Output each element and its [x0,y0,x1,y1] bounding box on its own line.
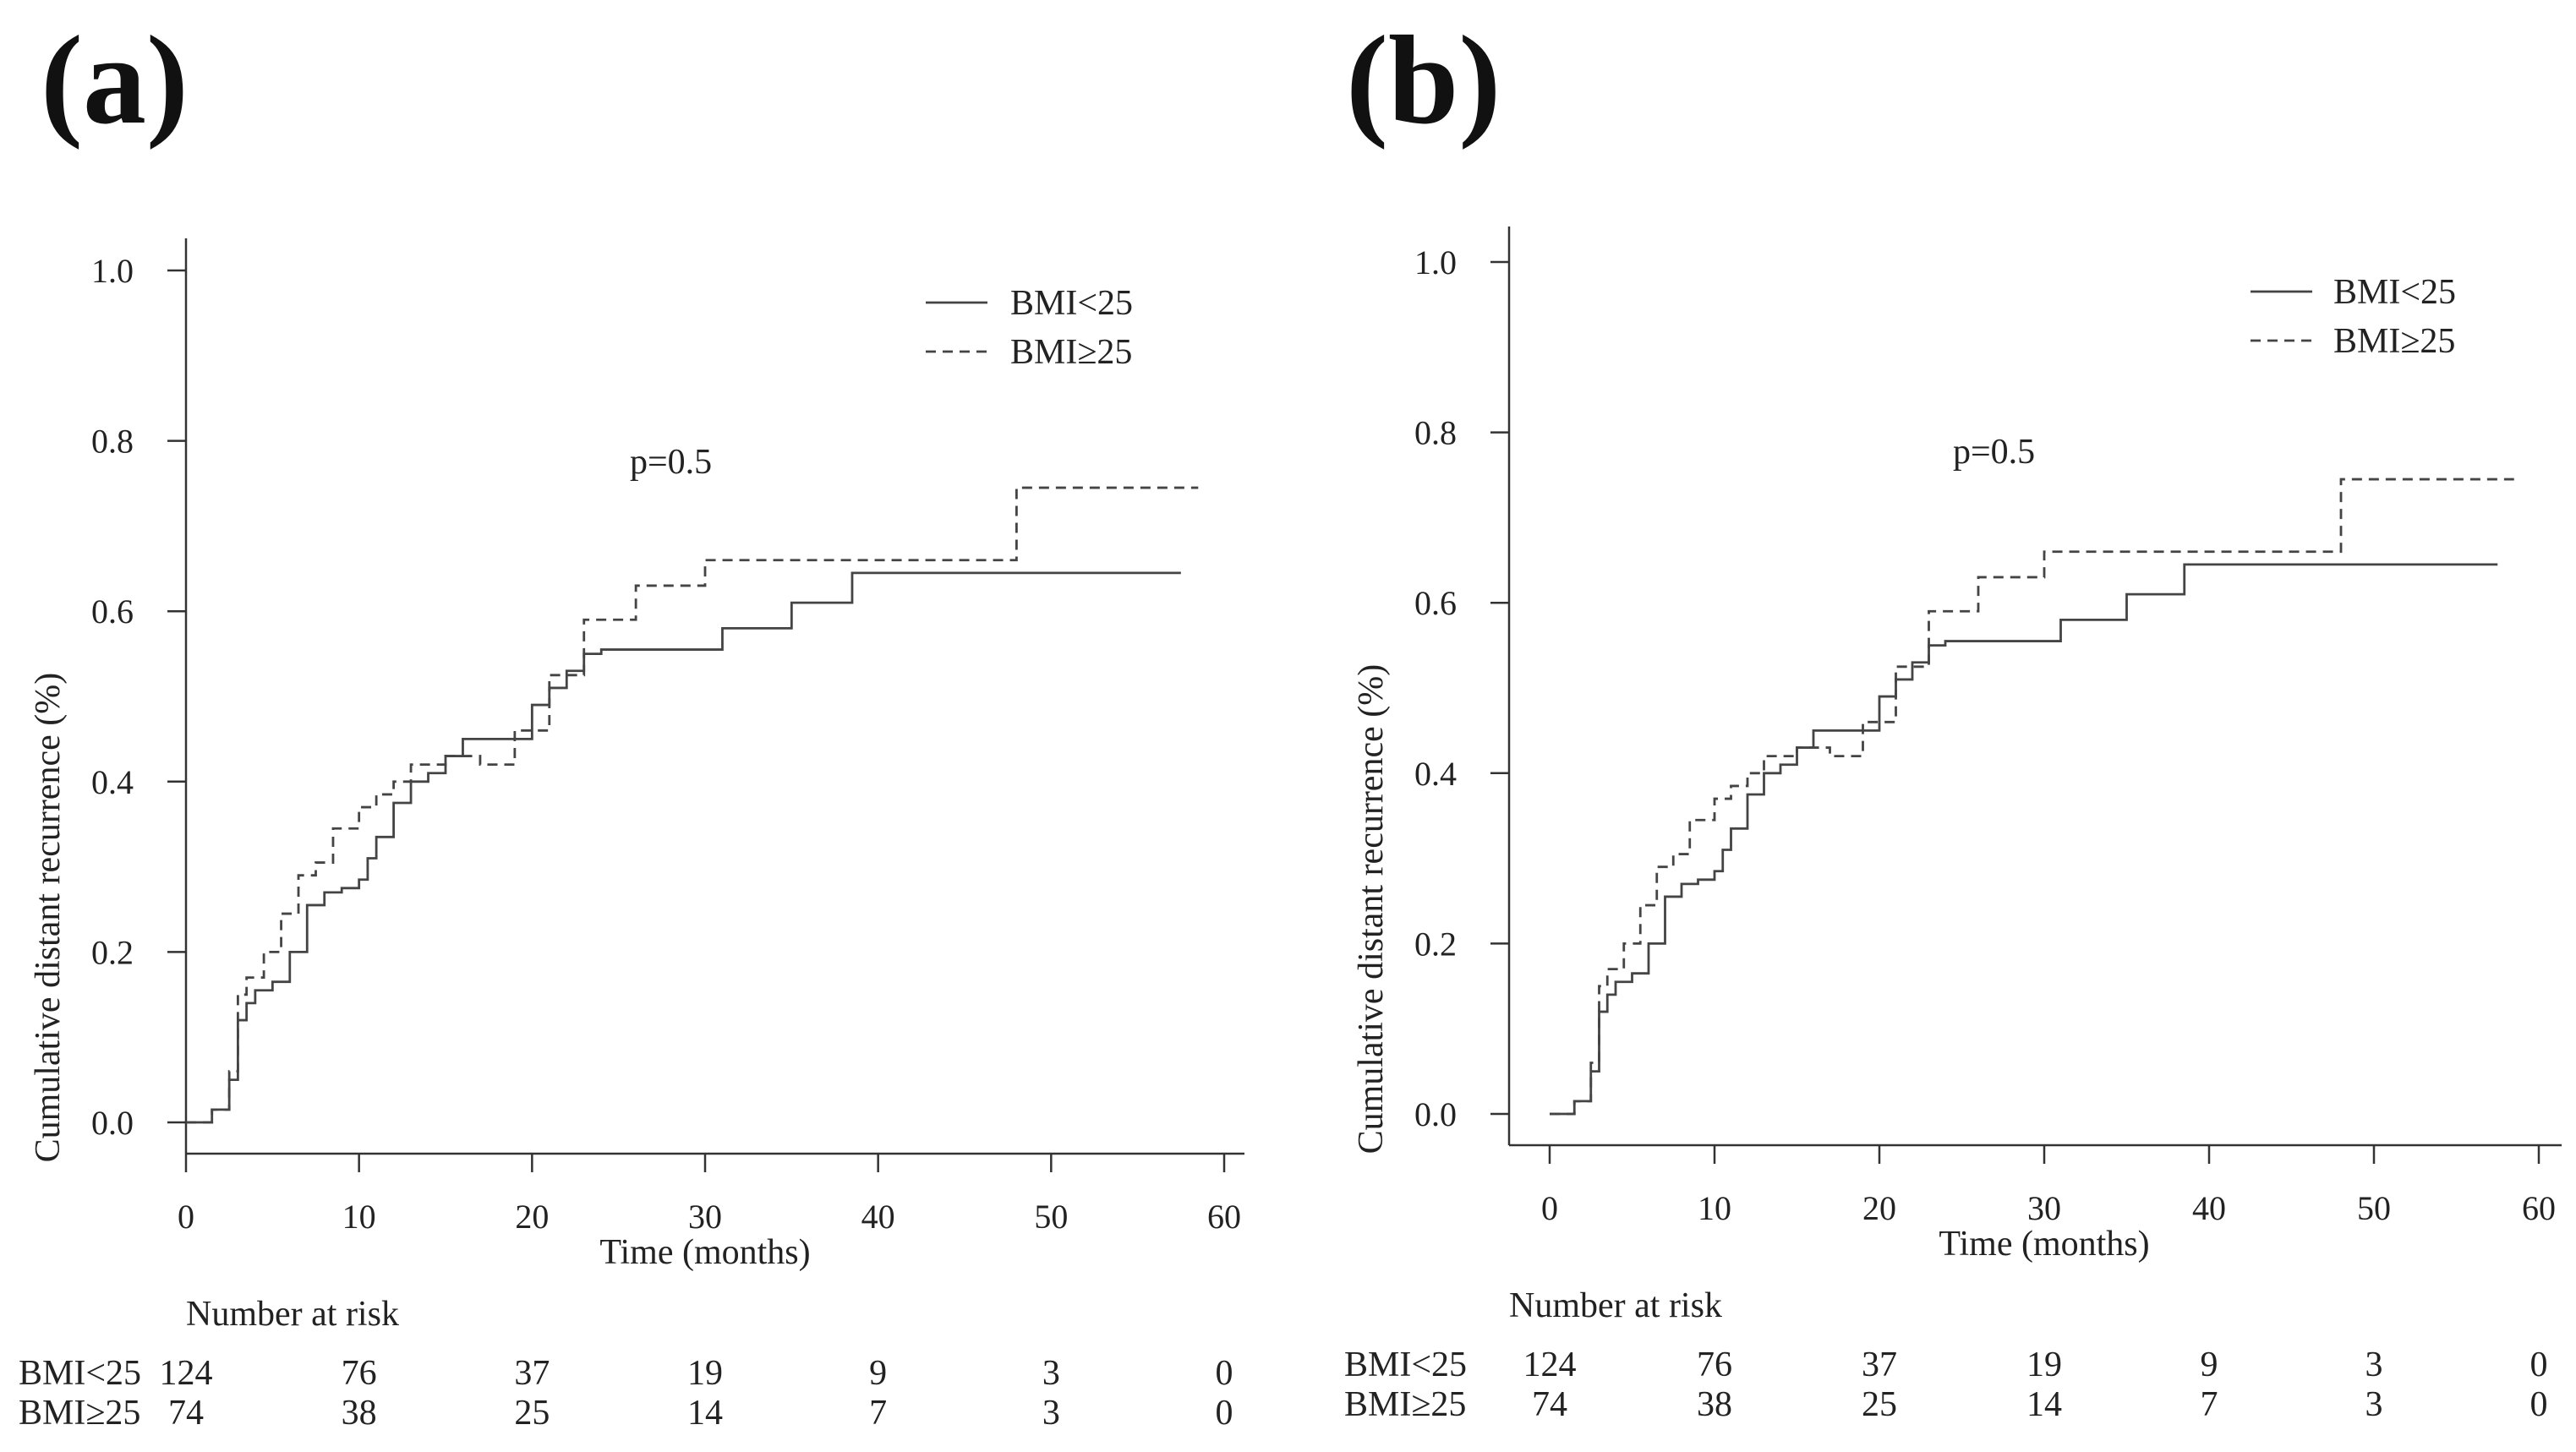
risk-cell: 3 [2365,1385,2383,1424]
risk-row-label: BMI<25 [19,1354,141,1393]
legend-label: BMI<25 [2333,273,2456,312]
risk-cell: 74 [168,1394,204,1433]
risk-row-label: BMI≥25 [1344,1385,1466,1424]
x-tick-label: 50 [2357,1189,2391,1227]
risk-cell: 76 [342,1354,377,1393]
y-tick-label: 0.8 [1414,414,1457,452]
x-tick-label: 10 [1698,1189,1731,1227]
risk-cell: 14 [2026,1385,2062,1424]
p-value-annotation: p=0.5 [630,443,712,482]
x-tick-label: 30 [688,1198,722,1236]
y-axis-title: Cumulative distant recurrence (%) [29,673,68,1163]
y-tick-label: 0.4 [91,763,134,801]
x-tick-label: 30 [2027,1189,2061,1227]
legend-label: BMI<25 [1010,284,1133,323]
risk-cell: 14 [687,1394,723,1433]
risk-cell: 37 [514,1354,550,1393]
km-curve-bmi-25-or-over [186,486,1199,1124]
x-axis-title: Time (months) [1939,1225,2149,1264]
risk-cell: 76 [1697,1346,1732,1384]
x-tick-label: 10 [342,1198,376,1236]
x-tick-label: 40 [861,1198,895,1236]
x-tick-label: 60 [1207,1198,1241,1236]
x-tick-label: 0 [1541,1189,1558,1227]
legend-label: BMI≥25 [1010,333,1132,372]
risk-cell: 0 [2530,1385,2548,1424]
km-curve-bmi-under-25 [186,571,1181,1124]
x-axis-title: Time (months) [599,1233,810,1272]
risk-table-title: Number at risk [1509,1286,1722,1325]
x-tick-label: 20 [515,1198,549,1236]
risk-cell: 3 [1042,1394,1060,1433]
risk-row-label: BMI≥25 [19,1394,140,1433]
risk-table-title: Number at risk [186,1295,399,1334]
risk-cell: 74 [1532,1385,1567,1424]
y-axis-title: Cumulative distant recurrence (%) [1352,664,1391,1155]
y-tick-label: 1.0 [91,252,134,290]
legend: BMI<25 BMI≥25 [2251,273,2456,361]
y-tick-label: 1.0 [1414,243,1457,281]
x-tick-label: 50 [1034,1198,1068,1236]
panel-label: (a) [41,10,189,150]
risk-cell: 124 [160,1354,213,1393]
y-tick-label: 0.4 [1414,755,1457,793]
p-value-annotation: p=0.5 [1953,433,2035,472]
y-tick-label: 0.0 [1414,1095,1457,1133]
risk-cell: 9 [2201,1346,2218,1384]
risk-cell: 7 [869,1394,887,1433]
risk-cell: 37 [1862,1346,1897,1384]
x-tick-label: 20 [1862,1189,1896,1227]
x-tick-label: 0 [178,1198,194,1236]
y-tick-label: 0.2 [1414,925,1457,963]
risk-cell: 25 [1862,1385,1897,1424]
risk-cell: 19 [687,1354,723,1393]
risk-cell: 124 [1523,1346,1577,1384]
risk-cell: 7 [2201,1385,2218,1424]
y-tick-label: 0.6 [1414,584,1457,622]
risk-cell: 9 [869,1354,887,1393]
risk-cell: 3 [1042,1354,1060,1393]
y-tick-label: 0.2 [91,933,134,971]
legend: BMI<25 BMI≥25 [926,284,1133,372]
y-tick-label: 0.0 [91,1104,134,1142]
y-tick-label: 0.8 [91,423,134,461]
km-curve-bmi-under-25 [1550,563,2498,1116]
risk-cell: 38 [342,1394,377,1433]
panel-label: (b) [1346,10,1501,150]
x-tick-label: 60 [2522,1189,2556,1227]
y-tick-label: 0.6 [91,592,134,630]
risk-cell: 25 [514,1394,550,1433]
legend-label: BMI≥25 [2333,322,2455,361]
risk-cell: 0 [1216,1354,1233,1393]
risk-cell: 0 [2530,1346,2548,1384]
risk-cell: 3 [2365,1346,2383,1384]
x-tick-label: 40 [2192,1189,2226,1227]
risk-cell: 19 [2026,1346,2062,1384]
km-curve-bmi-25-or-over [1550,478,2514,1116]
risk-row-label: BMI<25 [1344,1346,1467,1384]
risk-cell: 0 [1216,1394,1233,1433]
risk-cell: 38 [1697,1385,1732,1424]
